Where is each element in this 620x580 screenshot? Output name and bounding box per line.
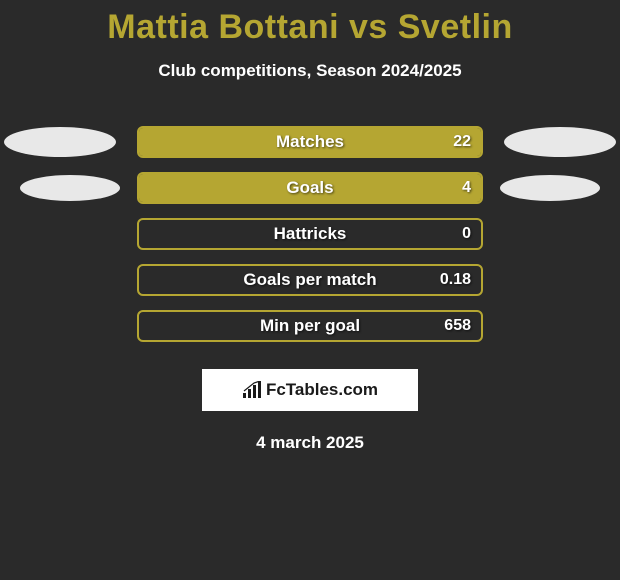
stat-row-matches: Matches 22 bbox=[0, 119, 620, 165]
stat-bar: Min per goal 658 bbox=[137, 310, 483, 342]
stat-value: 22 bbox=[453, 133, 471, 151]
stat-row-goals: Goals 4 bbox=[0, 165, 620, 211]
right-marker-ellipse bbox=[504, 127, 616, 157]
stat-value: 658 bbox=[444, 317, 471, 335]
branding-text: FcTables.com bbox=[266, 380, 378, 400]
branding-logo[interactable]: FcTables.com bbox=[202, 369, 418, 411]
stats-area: Matches 22 Goals 4 Hattricks 0 bbox=[0, 119, 620, 349]
left-marker-ellipse bbox=[4, 127, 116, 157]
comparison-widget: Mattia Bottani vs Svetlin Club competiti… bbox=[0, 0, 620, 580]
date-label: 4 march 2025 bbox=[0, 433, 620, 453]
right-marker-ellipse bbox=[500, 175, 600, 201]
stat-bar: Goals 4 bbox=[137, 172, 483, 204]
stat-value: 4 bbox=[462, 179, 471, 197]
stat-bar: Goals per match 0.18 bbox=[137, 264, 483, 296]
stat-row-hattricks: Hattricks 0 bbox=[0, 211, 620, 257]
stat-label: Goals bbox=[139, 178, 481, 198]
stat-bar: Hattricks 0 bbox=[137, 218, 483, 250]
stat-value: 0.18 bbox=[440, 271, 471, 289]
stat-row-min-per-goal: Min per goal 658 bbox=[0, 303, 620, 349]
stat-bar: Matches 22 bbox=[137, 126, 483, 158]
stat-label: Goals per match bbox=[139, 270, 481, 290]
stat-label: Min per goal bbox=[139, 316, 481, 336]
left-marker-ellipse bbox=[20, 175, 120, 201]
stat-row-goals-per-match: Goals per match 0.18 bbox=[0, 257, 620, 303]
stat-value: 0 bbox=[462, 225, 471, 243]
subtitle: Club competitions, Season 2024/2025 bbox=[0, 61, 620, 81]
stat-label: Hattricks bbox=[139, 224, 481, 244]
chart-icon bbox=[242, 381, 262, 399]
page-title: Mattia Bottani vs Svetlin bbox=[0, 0, 620, 47]
stat-label: Matches bbox=[139, 132, 481, 152]
